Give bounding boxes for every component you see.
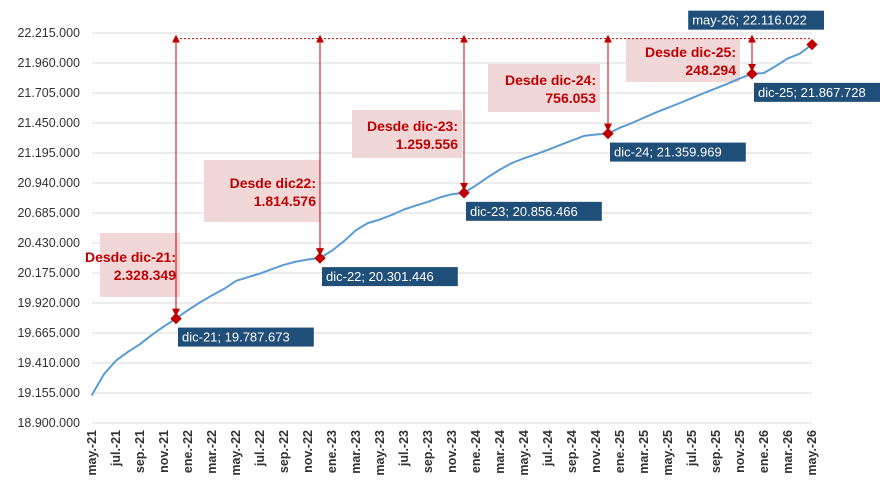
y-tick-label: 21.195.000 (17, 146, 80, 160)
x-tick-label: nov.-22 (301, 430, 315, 473)
highlight-marker (458, 187, 470, 199)
difference-box (100, 233, 180, 297)
difference-label-title: Desde dic22: (230, 175, 316, 191)
x-tick-label: may.-24 (517, 430, 531, 476)
y-tick-label: 20.685.000 (17, 206, 80, 220)
point-label-background (688, 10, 824, 30)
point-label-background (178, 327, 314, 347)
point-label: may-26; 22.116.022 (692, 13, 807, 28)
point-label-background (610, 142, 746, 162)
y-tick-label: 19.665.000 (17, 326, 80, 340)
highlight-marker (746, 68, 758, 80)
point-label: dic-23; 20.856.466 (470, 204, 578, 219)
difference-label-title: Desde dic-25: (645, 44, 736, 60)
y-tick-label: 20.175.000 (17, 266, 80, 280)
difference-label-value: 248.294 (685, 62, 736, 78)
x-tick-label: may.-23 (373, 430, 387, 476)
highlight-marker (602, 127, 614, 140)
x-tick-label: sep.-25 (709, 430, 723, 473)
difference-label-title: Desde dic-23: (367, 118, 458, 134)
x-tick-label: nov.-23 (445, 430, 459, 473)
x-tick-label: jul.-24 (541, 430, 555, 467)
x-tick-label: nov.-25 (733, 430, 747, 473)
difference-arrows (172, 34, 812, 317)
series-line (91, 43, 813, 396)
difference-label-value: 1.259.556 (396, 136, 458, 152)
point-label: dic-25; 21.867.728 (758, 85, 866, 100)
point-label-background (466, 201, 602, 221)
y-tick-label: 21.705.000 (17, 86, 80, 100)
x-tick-label: ene.-25 (613, 430, 627, 473)
difference-label-value: 756.053 (545, 90, 596, 106)
x-tick-label: jul.-21 (109, 430, 123, 467)
x-tick-label: may.-25 (661, 430, 675, 476)
y-tick-label: 21.960.000 (17, 56, 80, 70)
x-tick-label: nov.-21 (157, 430, 171, 473)
y-tick-label: 19.920.000 (17, 296, 80, 310)
point-label-background (322, 267, 458, 287)
x-tick-label: mar.-23 (349, 430, 363, 474)
x-tick-label: sep.-24 (565, 430, 579, 473)
x-tick-label: ene.-22 (181, 430, 195, 473)
point-label-background (754, 82, 880, 102)
highlight-marker (806, 38, 818, 51)
x-tick-label: ene.-23 (325, 430, 339, 473)
x-tick-label: mar.-25 (637, 430, 651, 474)
y-tick-label: 21.450.000 (17, 116, 80, 130)
y-tick-label: 20.940.000 (17, 176, 80, 190)
difference-label-value: 2.328.349 (114, 267, 176, 283)
difference-box (352, 110, 462, 158)
x-tick-label: jul.-25 (685, 430, 699, 467)
point-labels: dic-21; 19.787.673 dic-22; 20.301.446 dic-… (178, 10, 880, 347)
x-tick-label: mar.-22 (205, 430, 219, 474)
series-line-path (91, 43, 813, 396)
highlight-marker (170, 312, 182, 325)
x-tick-label: jul.-22 (253, 430, 267, 467)
x-axis-ticks: may.-21 jul.-21 sep.-21 nov.-21 ene.-22 mar.-… (85, 430, 819, 476)
x-tick-label: may.-22 (229, 430, 243, 476)
difference-label-value: 1.814.576 (254, 193, 316, 209)
y-tick-label: 22.215.000 (17, 26, 80, 40)
y-tick-label: 20.430.000 (17, 236, 80, 250)
x-tick-label: sep.-21 (133, 430, 147, 473)
difference-box (204, 160, 320, 222)
x-tick-label: mar.-26 (781, 430, 795, 474)
x-tick-label: sep.-23 (421, 430, 435, 473)
y-tick-label: 19.410.000 (17, 356, 80, 370)
x-tick-label: may.-21 (85, 430, 99, 476)
y-axis-ticks: 22.215.000 21.960.000 21.705.000 21.450.000… (17, 26, 80, 430)
difference-label-title: Desde dic-24: (505, 72, 596, 88)
x-tick-label: ene.-26 (757, 430, 771, 473)
x-tick-label: sep.-22 (277, 430, 291, 473)
point-label: dic-22; 20.301.446 (326, 269, 434, 284)
difference-box (488, 64, 600, 112)
y-tick-label: 19.155.000 (17, 386, 80, 400)
difference-label-title: Desde dic-21: (85, 249, 176, 265)
difference-box (626, 38, 740, 82)
highlight-markers (170, 38, 818, 325)
x-tick-label: ene.-24 (469, 430, 483, 473)
x-tick-label: mar.-24 (493, 430, 507, 474)
y-tick-label: 18.900.000 (17, 416, 80, 430)
highlight-marker (314, 252, 326, 264)
x-tick-label: nov.-24 (589, 430, 603, 473)
difference-boxes: Desde dic-21: 2.328.349 Desde dic22: 1.814.… (85, 38, 740, 297)
point-label: dic-24; 21.359.969 (614, 145, 722, 160)
point-label: dic-21; 19.787.673 (182, 330, 290, 345)
gridlines (92, 32, 812, 424)
x-tick-label: jul.-23 (397, 430, 411, 467)
x-tick-label: may.-26 (805, 430, 819, 476)
